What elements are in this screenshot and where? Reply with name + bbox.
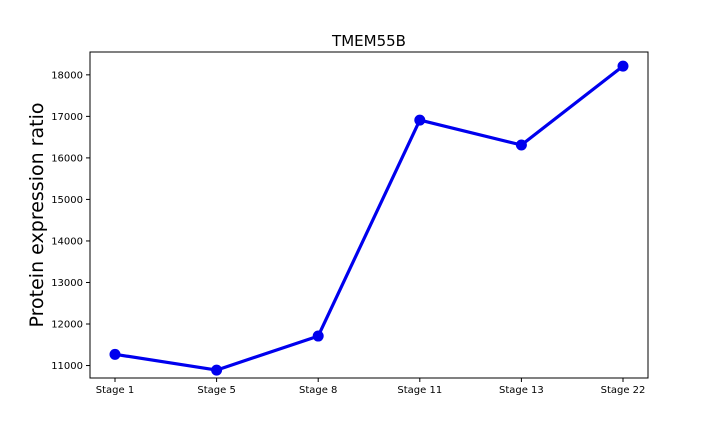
x-tick-label: Stage 1: [96, 385, 134, 396]
series-line: [113, 64, 625, 372]
y-axis-ticks: 11000 12000 13000 14000 15000 16000 17000 18000: [51, 70, 90, 372]
y-tick-label: 18000: [51, 70, 83, 81]
data-point: [211, 364, 223, 376]
y-tick-label: 12000: [51, 320, 83, 331]
y-tick-label: 14000: [51, 236, 83, 247]
series-layer: [109, 60, 629, 376]
y-tick-label: 15000: [51, 195, 83, 206]
x-tick-label: Stage 22: [601, 385, 646, 396]
x-tick-label: Stage 13: [499, 385, 544, 396]
y-tick-label: 13000: [51, 278, 83, 289]
plot-frame: [89, 51, 649, 379]
data-point: [312, 330, 324, 342]
x-tick-label: Stage 8: [299, 385, 337, 396]
chart-title: TMEM55B: [331, 32, 406, 50]
data-point: [515, 139, 527, 151]
y-tick-label: 16000: [51, 153, 83, 164]
x-axis-ticks: Stage 1 Stage 5 Stage 8 Stage 11 Stage 13 Sta…: [96, 378, 646, 396]
data-point: [414, 114, 426, 126]
y-axis-label: Protein expression ratio: [26, 103, 48, 328]
x-tick-label: Stage 11: [397, 385, 442, 396]
x-tick-label: Stage 5: [197, 385, 235, 396]
y-tick-label: 11000: [51, 361, 83, 372]
data-point: [617, 60, 629, 72]
data-point: [109, 348, 121, 360]
y-tick-label: 17000: [51, 112, 83, 123]
